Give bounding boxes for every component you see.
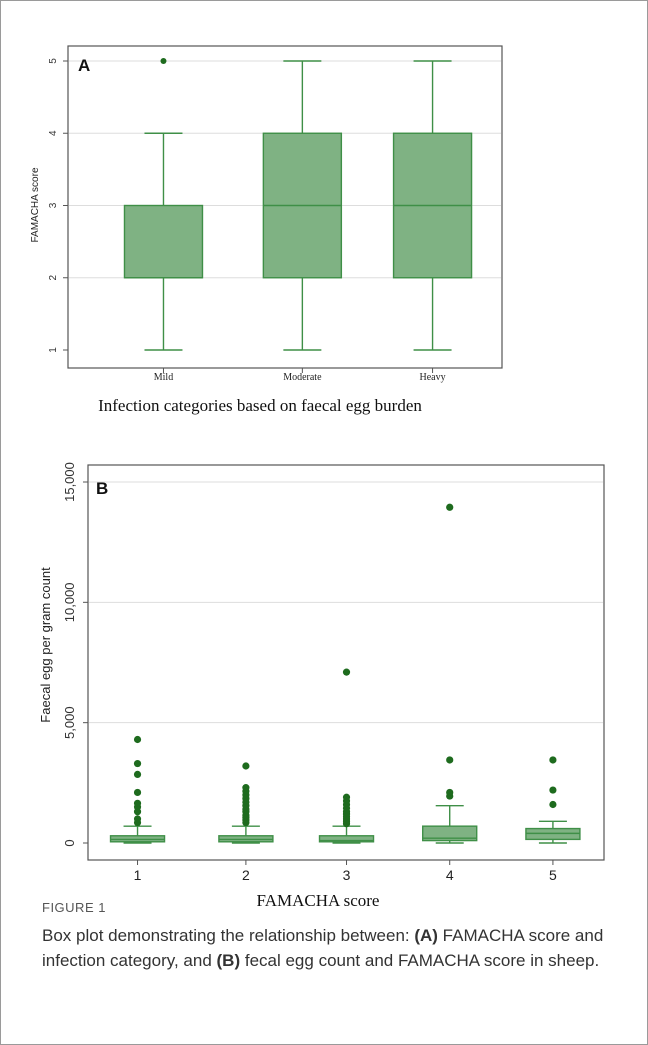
panel-a-ytick-label: 1 [48, 347, 59, 353]
panel-a-xtick-label: Moderate [283, 372, 322, 383]
panel-b-outlier-point [133, 815, 142, 823]
panel-a-ytick-label: 4 [48, 130, 59, 136]
panel-a-letter: A [78, 56, 90, 75]
panel-b-letter: B [96, 479, 108, 498]
caption-text-3: fecal egg count and FAMACHA score in she… [240, 951, 600, 970]
figure-caption: FIGURE 1 Box plot demonstrating the rela… [42, 900, 622, 973]
panel-b-outlier-point [133, 799, 142, 807]
panel-b-xtick-label: 3 [343, 867, 351, 883]
panel-a-box [123, 204, 204, 279]
panel-b-outlier-point [446, 756, 454, 764]
panel-b-xtick-label: 4 [446, 867, 454, 883]
panel-b-xtick-label: 2 [242, 867, 250, 883]
panel-b-x-axis-label: FAMACHA score [257, 891, 380, 910]
panel-a-ytick-label: 3 [48, 202, 59, 208]
panel-b-box [318, 835, 375, 843]
panel-b-y-axis-label: Faecal egg per gram count [38, 567, 53, 723]
panel-a-outlier-point [160, 58, 167, 64]
panel-a-y-axis-label: FAMACHA score [30, 167, 41, 242]
panel-b-outlier-point [133, 759, 142, 768]
panel-a-x-axis-label: Infection categories based on faecal egg… [98, 396, 422, 415]
panel-b-outlier-point [242, 784, 250, 792]
caption-text-2: FAMACHA score and infection category, an… [42, 926, 604, 970]
panel-b-outlier-point [549, 800, 557, 809]
panel-b-outlier-point [549, 756, 557, 764]
panel-b-outlier-point [549, 786, 557, 794]
panel-b-outlier-point [133, 735, 142, 744]
panel-b-ytick-label: 0 [62, 839, 77, 846]
panel-b-ytick-label: 5,000 [62, 706, 77, 739]
panel-b-xtick-label: 5 [549, 867, 557, 883]
panel-a-ytick-label: 2 [48, 275, 59, 281]
panel-b-outlier-point [342, 668, 351, 676]
caption-text-1: Box plot demonstrating the relationship … [42, 926, 415, 945]
panel-b-outlier-point [446, 788, 454, 797]
panel-b-ytick-label: 10,000 [62, 582, 77, 622]
caption-bold-a: (A) [414, 926, 438, 945]
panel-b-outlier-point [342, 793, 351, 801]
figure-caption-text: Box plot demonstrating the relationship … [42, 923, 622, 973]
panel-a-xtick-label: Mild [154, 372, 173, 383]
panel-b-outlier-point [133, 770, 142, 779]
panel-b-outlier-point [133, 788, 142, 797]
panel-b-outlier-point [446, 503, 454, 511]
panel-b-ytick-label: 15,000 [62, 462, 77, 502]
panel-b-outlier-point [242, 762, 250, 770]
panel-a-xtick-label: Heavy [420, 372, 446, 383]
panel-b-xtick-label: 1 [134, 867, 142, 883]
caption-bold-b: (B) [216, 951, 241, 970]
figure-label: FIGURE 1 [42, 900, 106, 915]
panel-a-ytick-label: 5 [48, 58, 59, 64]
panel-b-box [422, 825, 478, 842]
